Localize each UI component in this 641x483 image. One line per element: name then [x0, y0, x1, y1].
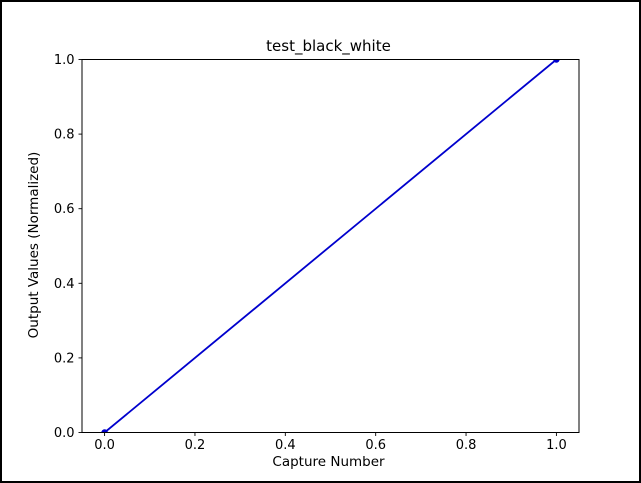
- y-tick-label: 1.0: [54, 53, 75, 68]
- chart-title: test_black_white: [266, 37, 391, 55]
- y-tick-label: 0.8: [54, 128, 75, 143]
- y-tick-label: 0.6: [54, 202, 75, 217]
- data-point-marker: [101, 429, 108, 433]
- series-group: [101, 59, 560, 433]
- y-axis-label: Output Values (Normalized): [26, 151, 42, 339]
- y-tick-label: 0.0: [54, 426, 75, 441]
- x-tick-label: 0.0: [94, 438, 115, 453]
- x-axis-label: Capture Number: [272, 454, 385, 470]
- data-line: [103, 59, 558, 433]
- axes-frame: [81, 59, 580, 433]
- data-point-marker: [553, 59, 560, 63]
- y-tick-label: 0.4: [54, 277, 75, 292]
- x-tick-label: 1.0: [546, 438, 567, 453]
- x-tick-label: 0.8: [456, 438, 477, 453]
- x-tick-label: 0.4: [275, 438, 296, 453]
- y-tick-label: 0.2: [54, 351, 75, 366]
- x-tick-label: 0.6: [365, 438, 386, 453]
- x-tick-label: 0.2: [185, 438, 206, 453]
